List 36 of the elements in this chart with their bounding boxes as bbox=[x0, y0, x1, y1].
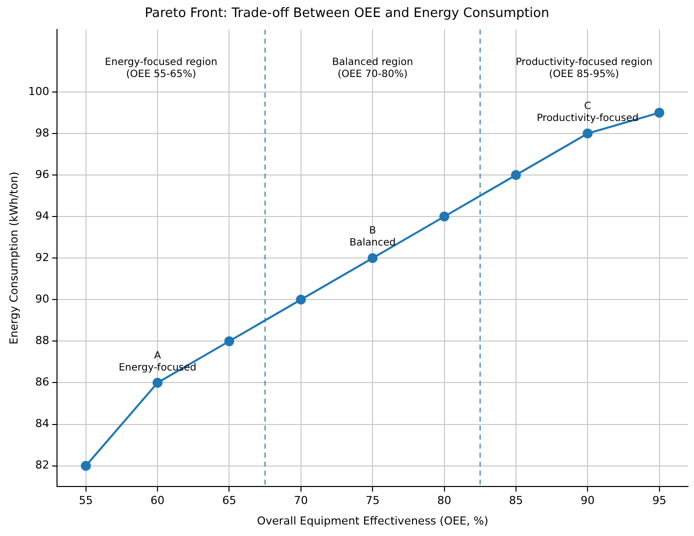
y-tick-label: 98 bbox=[35, 126, 50, 140]
annotation: C Productivity-focused bbox=[536, 101, 639, 124]
y-tick-label: 94 bbox=[35, 209, 50, 222]
y-tick-label: 96 bbox=[35, 168, 50, 181]
point bbox=[582, 128, 593, 138]
point bbox=[368, 253, 378, 264]
point bbox=[510, 170, 521, 180]
annotation: Energy-focused region (OEE 55-65%) bbox=[104, 57, 218, 80]
x-tick-label: 80 bbox=[437, 494, 452, 508]
x-tick-label: 95 bbox=[652, 494, 666, 508]
chart-title: Pareto Front: Trade-off Between OEE and Energy Consumption bbox=[144, 6, 550, 22]
point bbox=[224, 336, 234, 346]
x-tick-label: 85 bbox=[508, 494, 523, 508]
x-tick-label: 60 bbox=[150, 494, 165, 508]
y-tick-label: 84 bbox=[35, 417, 50, 430]
y-tick-label: 86 bbox=[35, 376, 50, 389]
x-tick-label: 65 bbox=[222, 494, 236, 508]
x-tick-label: 70 bbox=[294, 494, 308, 508]
annotation: Balanced region (OEE 70-80%) bbox=[332, 57, 414, 80]
x-tick-label: 55 bbox=[78, 494, 93, 508]
point bbox=[80, 460, 91, 471]
y-tick-label: 82 bbox=[35, 458, 50, 472]
x-tick-label: 75 bbox=[366, 494, 380, 508]
x-tick-label: 90 bbox=[580, 494, 595, 508]
point bbox=[296, 294, 306, 305]
annotation: Productivity-focused region (OEE 85-95%) bbox=[516, 57, 652, 80]
point bbox=[152, 378, 163, 388]
y-axis-title: Energy Consumption (kWh/ton) bbox=[7, 172, 20, 345]
x-axis-title: Overall Equipment Effectiveness (OEE, %) bbox=[256, 514, 488, 528]
annotation: B Balanced bbox=[349, 226, 396, 249]
y-tick-label: 88 bbox=[35, 334, 50, 348]
point bbox=[439, 212, 450, 222]
point bbox=[654, 108, 664, 118]
y-tick-label: 92 bbox=[35, 250, 50, 264]
y-tick-label: 90 bbox=[35, 292, 50, 306]
y-tick-label: 100 bbox=[28, 84, 50, 98]
